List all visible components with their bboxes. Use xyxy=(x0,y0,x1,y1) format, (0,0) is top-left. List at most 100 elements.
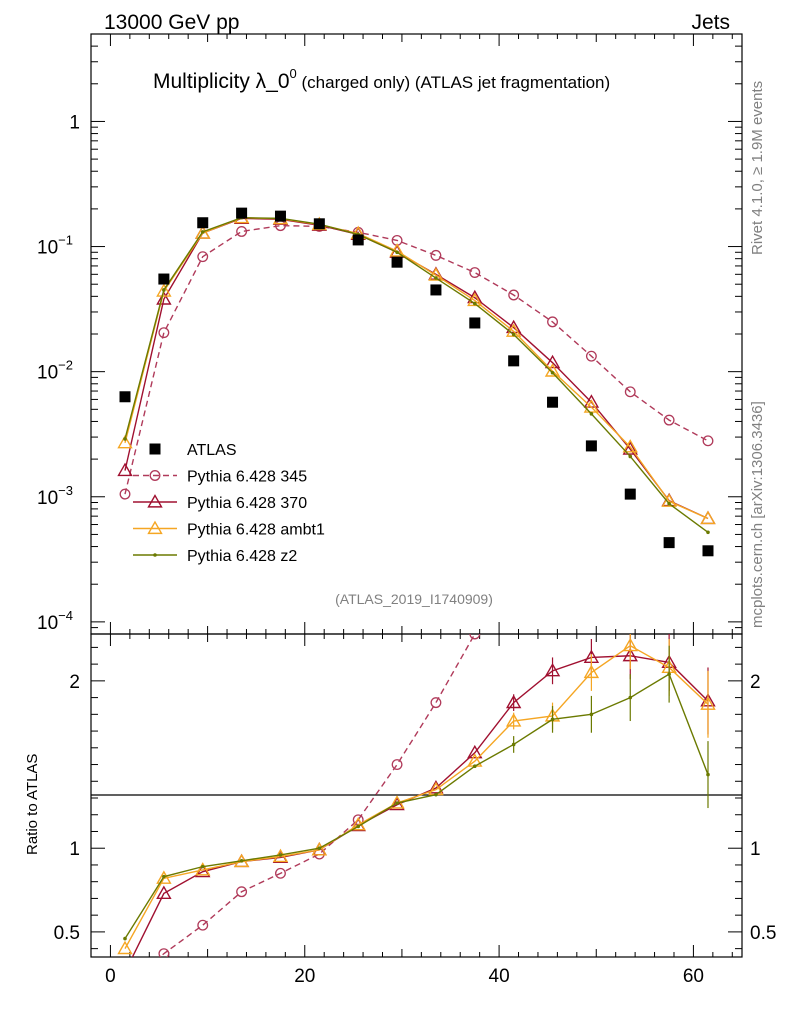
series-point xyxy=(544,354,561,369)
series-point xyxy=(505,319,522,334)
legend-label: Pythia 6.428 ambt1 xyxy=(187,522,325,539)
series-point xyxy=(467,292,483,307)
ratio-point xyxy=(391,759,403,770)
x-tick-label: 20 xyxy=(294,966,315,987)
data-point xyxy=(702,545,714,557)
legend-item: Pythia 6.428 z2 xyxy=(133,548,297,565)
x-tick-label: 0 xyxy=(105,966,116,987)
ratio-point xyxy=(239,858,244,863)
ratio-point xyxy=(395,801,399,805)
series-atlas-data xyxy=(119,207,714,557)
ratio-point xyxy=(509,584,519,594)
legend-label: ATLAS xyxy=(187,442,237,459)
series-point xyxy=(700,510,716,525)
legend-marker xyxy=(149,470,161,481)
ratio-y-tick-label-left: 1 xyxy=(69,839,80,860)
ratio-point xyxy=(156,885,172,899)
analysis-id: (ATLAS_2019_I1740909) xyxy=(335,591,493,607)
data-point xyxy=(624,488,636,500)
series-line xyxy=(124,217,709,533)
ratio-point xyxy=(550,717,555,722)
series-point xyxy=(195,225,211,239)
legend-label: Pythia 6.428 370 xyxy=(187,495,307,512)
series-line xyxy=(124,224,709,495)
legend-label: Pythia 6.428 z2 xyxy=(187,548,297,565)
ratio-point xyxy=(156,870,172,884)
series-point xyxy=(550,370,555,375)
ratio-series-pythia-6-428-345 xyxy=(158,492,713,957)
data-point xyxy=(352,234,364,246)
series-point xyxy=(162,288,166,292)
ratio-series-pythia-6-428-ambt1 xyxy=(117,634,716,955)
legend-marker xyxy=(153,553,157,557)
header-energy: 13000 GeV pp xyxy=(104,11,239,34)
series-point xyxy=(585,350,597,362)
series-point xyxy=(508,289,520,301)
legend-item: Pythia 6.428 370 xyxy=(133,494,307,512)
rivet-label: Rivet 4.1.0, ≥ 1.9M events xyxy=(749,81,766,255)
series-point xyxy=(622,439,638,453)
ratio-line xyxy=(131,655,709,957)
data-point xyxy=(547,396,559,408)
ratio-line xyxy=(158,634,476,957)
ratio-point xyxy=(625,525,635,535)
ratio-point xyxy=(119,966,132,977)
ratio-point xyxy=(706,772,710,777)
main-series-layer xyxy=(117,207,716,557)
series-point xyxy=(622,441,638,455)
series-point xyxy=(236,226,248,237)
y-tick-label: 10−3 xyxy=(37,483,73,509)
data-point xyxy=(663,537,675,549)
plot-title: Multiplicity λ_00 (charged only) (ATLAS … xyxy=(153,66,610,93)
data-point xyxy=(236,207,248,219)
series-pythia-6-428-345 xyxy=(119,220,714,500)
ratio-point xyxy=(117,940,133,955)
ratio-y-tick-label-right: 2 xyxy=(750,672,761,693)
y-tick-label: 10−1 xyxy=(37,233,73,259)
ratio-point xyxy=(389,796,405,811)
ratio-point xyxy=(158,948,170,957)
legend-marker xyxy=(147,520,163,535)
ratio-point xyxy=(195,862,211,876)
ratio-point xyxy=(544,662,561,677)
axes-layer: 0 20 40 60 1 10−1 10−2 10−3 10−4 0.5 0.5 1 1 2 2 xyxy=(37,33,776,987)
ratio-point xyxy=(197,919,209,931)
ratio-point xyxy=(356,824,361,829)
legend-item: Pythia 6.428 345 xyxy=(133,469,307,486)
series-point xyxy=(430,249,442,261)
ratio-y-tick-label-right: 1 xyxy=(750,839,761,860)
ratio-point xyxy=(703,492,713,502)
ratio-series-layer xyxy=(117,492,716,977)
ratio-point xyxy=(467,744,483,759)
series-point xyxy=(472,301,477,306)
ratio-point xyxy=(505,713,522,727)
ratio-series-pythia-6-428-z2 xyxy=(123,645,710,941)
ratio-point xyxy=(700,696,716,710)
y-tick-label: 1 xyxy=(69,112,80,133)
series-point xyxy=(117,462,133,477)
ratio-y-tick-label-right: 0.5 xyxy=(750,923,776,944)
ratio-y-tick-label-left: 2 xyxy=(69,672,80,693)
series-point xyxy=(624,386,636,398)
ratio-point xyxy=(505,694,522,709)
data-point xyxy=(585,440,597,452)
series-point xyxy=(547,316,558,328)
series-point xyxy=(702,435,714,447)
legend-item: ATLAS xyxy=(149,442,237,459)
series-point xyxy=(200,230,205,234)
data-point xyxy=(197,217,209,229)
series-point xyxy=(197,251,209,263)
mcplots-label: mcplots.cern.ch [arXiv:1306.3436] xyxy=(749,401,766,628)
data-point xyxy=(508,355,520,367)
ratio-point xyxy=(664,509,674,519)
series-point xyxy=(469,267,481,278)
ratio-point xyxy=(469,634,481,640)
ratio-point xyxy=(511,742,516,747)
x-tick-label: 40 xyxy=(489,966,510,987)
ratio-point xyxy=(275,867,286,879)
series-point xyxy=(434,276,438,280)
ratio-point xyxy=(472,764,477,769)
series-point xyxy=(119,488,131,500)
series-point xyxy=(663,414,675,426)
data-point xyxy=(391,256,403,268)
